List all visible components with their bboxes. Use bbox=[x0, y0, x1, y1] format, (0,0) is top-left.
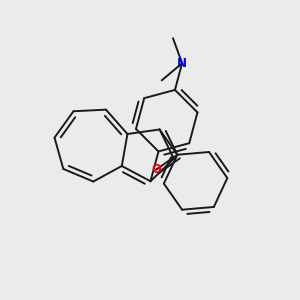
Text: O: O bbox=[151, 163, 161, 176]
Text: N: N bbox=[177, 57, 187, 70]
